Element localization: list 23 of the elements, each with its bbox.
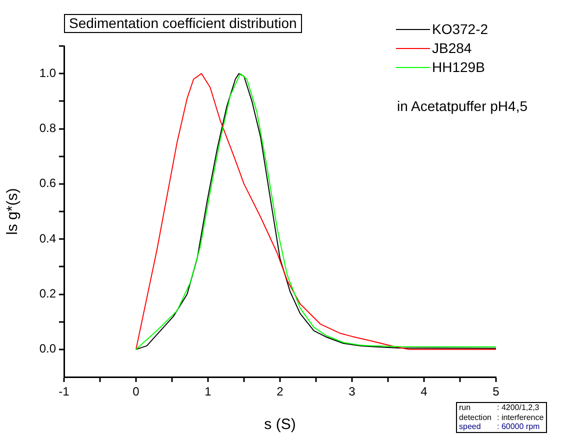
y-tick-label: 0.4 — [39, 231, 56, 246]
y-tick-label: 1.0 — [39, 66, 56, 80]
text: run : 4200/1,2,3 — [459, 403, 540, 412]
x-tick-label: -1 — [58, 384, 70, 399]
x-tick-label: 4 — [420, 384, 428, 399]
y-tick-label: 0.8 — [39, 121, 56, 136]
y-axis-title: ls g*(s) — [4, 188, 22, 235]
x-tick-label: 1 — [204, 384, 212, 399]
x-tick-label: 5 — [492, 384, 500, 399]
legend-label: KO372-2 — [432, 20, 488, 39]
annotation: in Acetatpuffer pH4,5 — [397, 98, 528, 114]
x-tick-label: 2 — [276, 384, 284, 399]
legend-label: HH129B — [432, 58, 485, 77]
x-tick-label: 0 — [132, 384, 140, 399]
x-axis-title: s (S) — [264, 416, 296, 434]
x-tick-label: 3 — [348, 384, 356, 399]
chart-title: Sedimentation coefficient distribution — [64, 14, 302, 33]
y-tick-label: 0.6 — [39, 176, 56, 190]
y-tick-label: 0.0 — [39, 342, 56, 356]
text: detection : interference — [459, 412, 544, 422]
text: speed : 60000 rpm — [459, 422, 540, 431]
legend-label: JB284 — [432, 39, 472, 58]
y-tick-label: 0.2 — [39, 286, 56, 301]
